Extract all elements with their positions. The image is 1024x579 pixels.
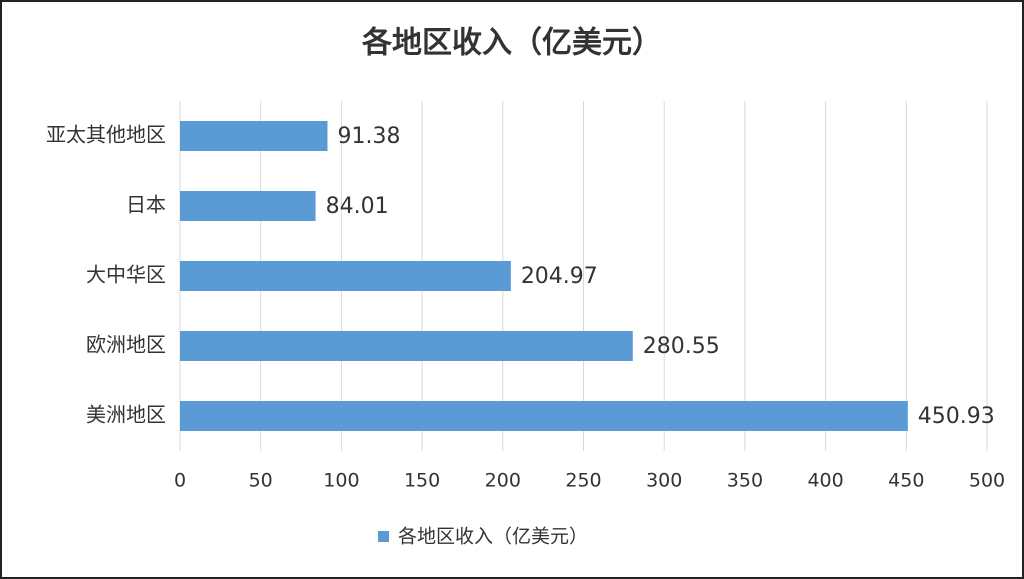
x-tick-label: 100	[323, 470, 359, 492]
x-tick-label: 150	[404, 470, 440, 492]
bar	[180, 401, 908, 431]
y-tick-label: 日本	[126, 193, 166, 217]
x-tick-label: 50	[249, 470, 273, 492]
y-tick-label: 亚太其他地区	[46, 123, 166, 147]
x-tick-label: 400	[807, 470, 843, 492]
legend-label: 各地区收入（亿美元）	[398, 526, 588, 548]
value-label: 204.97	[521, 264, 598, 289]
bar	[180, 121, 328, 151]
bar	[180, 331, 633, 361]
value-label: 280.55	[643, 334, 720, 359]
x-tick-label: 450	[888, 470, 924, 492]
y-tick-label: 大中华区	[86, 263, 166, 287]
y-tick-label: 美洲地区	[86, 403, 166, 427]
value-label: 450.93	[918, 404, 995, 429]
x-tick-label: 250	[565, 470, 601, 492]
x-tick-label: 350	[727, 470, 763, 492]
x-tick-label: 300	[646, 470, 682, 492]
chart-title: 各地区收入（亿美元）	[361, 26, 662, 61]
x-tick-label: 500	[969, 470, 1005, 492]
x-tick-label: 200	[485, 470, 521, 492]
x-tick-label: 0	[174, 470, 186, 492]
y-tick-label: 欧洲地区	[86, 333, 166, 357]
bar	[180, 191, 316, 221]
value-label: 84.01	[326, 194, 389, 219]
value-label: 91.38	[337, 124, 400, 149]
legend-swatch	[378, 531, 389, 542]
bar	[180, 261, 511, 291]
